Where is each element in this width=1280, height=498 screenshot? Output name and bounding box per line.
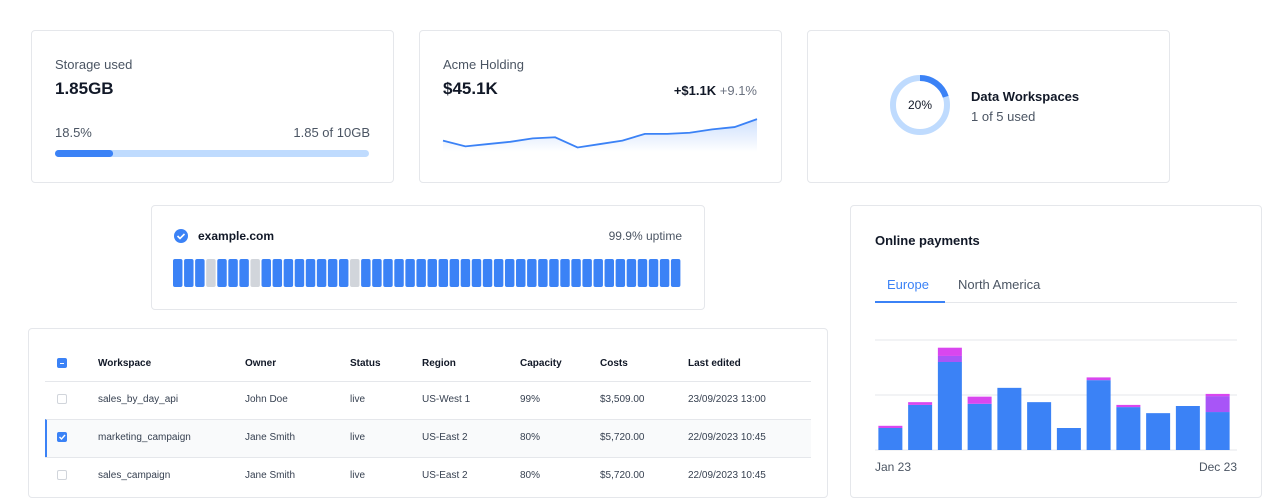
- table-cell: sales_campaign: [98, 470, 171, 481]
- column-header: Last edited: [688, 358, 741, 369]
- table-cell: Jane Smith: [245, 470, 296, 481]
- table-cell: live: [350, 432, 366, 443]
- table-cell: John Doe: [245, 394, 288, 405]
- payments-title: Online payments: [875, 233, 980, 248]
- storage-detail: 1.85 of 10GB: [293, 125, 370, 140]
- table-cell: 99%: [520, 394, 541, 405]
- table-cell: $3,509.00: [600, 394, 645, 405]
- column-header: Costs: [600, 358, 628, 369]
- uptime-label: 99.9% uptime: [608, 229, 682, 243]
- column-header: Status: [350, 358, 381, 369]
- tab[interactable]: North America: [958, 277, 1041, 292]
- table-cell: 80%: [520, 432, 541, 443]
- workspaces-detail: 1 of 5 used: [971, 109, 1036, 124]
- holding-card: Acme Holding $45.1K +$1.1K +9.1%: [419, 30, 782, 183]
- column-header: Owner: [245, 358, 277, 369]
- table-cell: $5,720.00: [600, 432, 645, 443]
- table-row: [45, 381, 811, 420]
- table-cell: 22/09/2023 10:45: [688, 470, 766, 481]
- holding-title: Acme Holding: [443, 57, 524, 72]
- change-pct: +9.1%: [719, 83, 757, 98]
- table-cell: live: [350, 470, 366, 481]
- uptime-domain: example.com: [198, 229, 275, 243]
- storage-title: Storage used: [55, 57, 133, 72]
- row-checkbox[interactable]: [57, 432, 67, 442]
- table-cell: 22/09/2023 10:45: [688, 432, 766, 443]
- table-cell: marketing_campaign: [98, 432, 191, 443]
- row-checkbox[interactable]: [57, 394, 67, 404]
- table-cell: US-East 2: [422, 432, 468, 443]
- check: [59, 434, 66, 441]
- storage-percent: 18.5%: [55, 125, 92, 140]
- workspaces-card: Data Workspaces 1 of 5 used: [807, 30, 1170, 183]
- dash: [60, 362, 64, 364]
- table-cell: sales_by_day_api: [98, 394, 179, 405]
- header-checkbox: [57, 358, 67, 368]
- storage-value: 1.85GB: [55, 79, 114, 98]
- table-cell: 23/09/2023 13:00: [688, 394, 766, 405]
- table-cell: US-West 1: [422, 394, 471, 405]
- table-row: [45, 419, 811, 457]
- holding-change: +$1.1K +9.1%: [674, 83, 757, 98]
- table-cell: US-East 2: [422, 470, 468, 481]
- tab[interactable]: Europe: [887, 277, 929, 292]
- table-cell: $5,720.00: [600, 470, 645, 481]
- holding-value: $45.1K: [443, 79, 498, 98]
- table-cell: live: [350, 394, 366, 405]
- column-header: Region: [422, 358, 456, 369]
- table-cell: 80%: [520, 470, 541, 481]
- uptime-card: example.com 99.9% uptime: [151, 205, 705, 310]
- table-cell: Jane Smith: [245, 432, 296, 443]
- storage-card: Storage used 1.85GB 18.5% 1.85 of 10GB: [31, 30, 394, 183]
- row-checkbox[interactable]: [57, 470, 67, 480]
- payments-card: Online payments Europe North America: [850, 205, 1262, 498]
- table-row: [45, 457, 811, 496]
- change-amount: +$1.1K: [673, 83, 717, 98]
- workspaces-title: Data Workspaces: [971, 89, 1080, 104]
- table-card: Workspace Owner Status Region Capacity Costs L…: [28, 328, 828, 498]
- column-header: Capacity: [520, 358, 562, 369]
- column-header: Workspace: [98, 358, 152, 369]
